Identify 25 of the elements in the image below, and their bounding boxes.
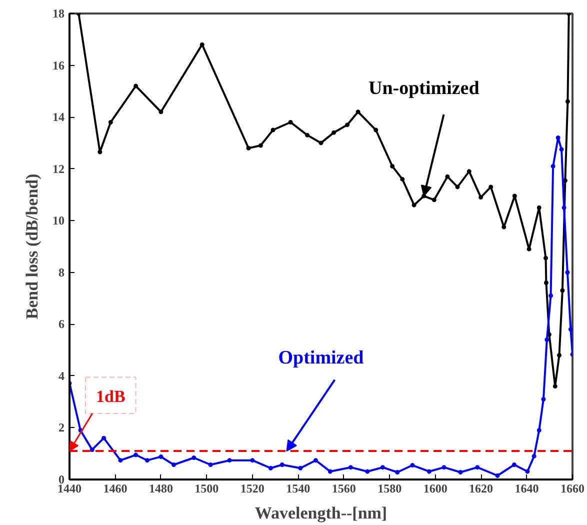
y-tick-label: 4	[58, 368, 64, 383]
x-tick-label: 1460	[103, 482, 128, 496]
x-tick-label: 1500	[194, 482, 219, 496]
annotation: Un-optimized	[368, 78, 480, 100]
x-tick-label: 1640	[514, 482, 539, 496]
y-tick-label: 6	[58, 317, 64, 332]
y-axis-title: Bend loss (dB/bend)	[22, 174, 42, 320]
x-tick-label: 1660	[560, 482, 584, 496]
x-axis-title: Wavelength--[nm]	[254, 504, 388, 522]
x-tick-label: 1520	[240, 482, 264, 496]
x-tick-label: 1580	[378, 482, 402, 496]
x-tick-label: 1540	[286, 482, 310, 496]
y-tick-label: 8	[58, 265, 64, 280]
x-tick-label: 1620	[469, 482, 494, 496]
y-tick-label: 10	[52, 214, 64, 228]
ref-line-label: 1dB	[96, 387, 126, 406]
x-tick-label: 1480	[148, 482, 173, 496]
y-tick-label: 14	[52, 110, 64, 124]
x-tick-label: 1560	[332, 482, 356, 496]
y-tick-label: 2	[58, 420, 64, 435]
y-tick-label: 18	[52, 6, 64, 20]
y-tick-label: 16	[52, 58, 64, 72]
x-tick-label: 1600	[423, 482, 448, 496]
annotation: Optimized	[278, 347, 364, 368]
y-tick-label: 12	[52, 162, 64, 176]
